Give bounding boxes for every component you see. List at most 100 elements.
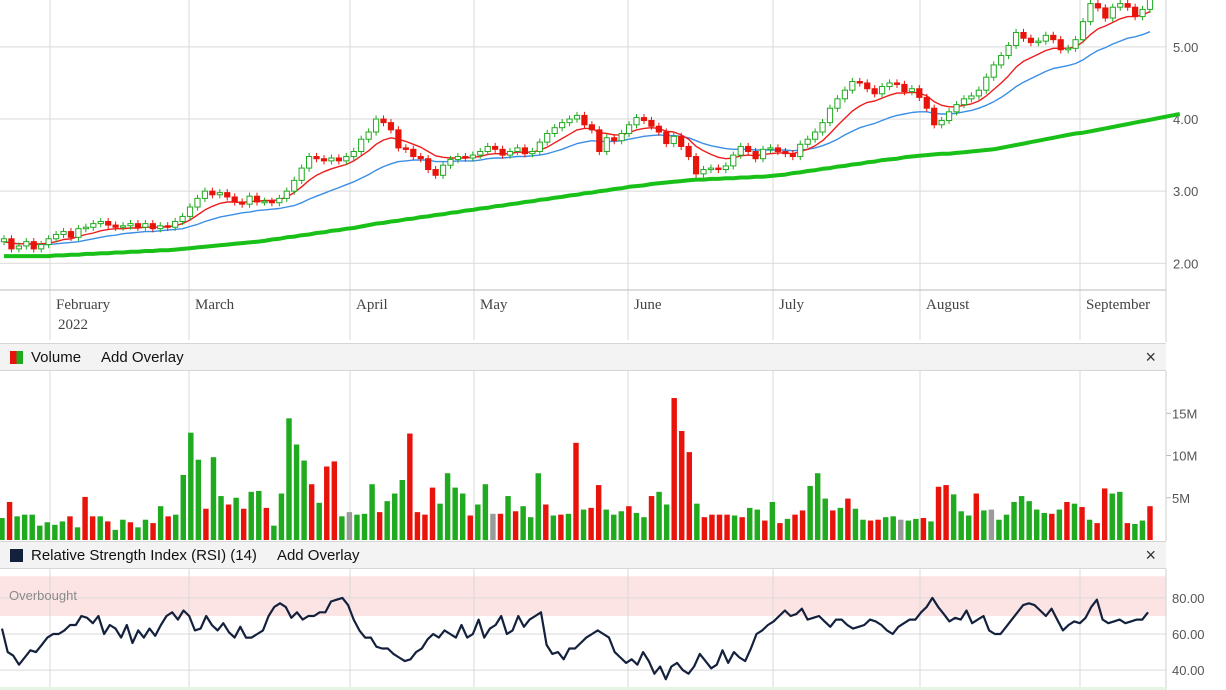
volume-bar — [505, 496, 511, 540]
candle — [573, 111, 581, 123]
volume-bar — [799, 510, 806, 540]
candle — [209, 187, 216, 199]
volume-bar — [550, 515, 557, 540]
volume-bar — [14, 516, 20, 540]
candle-body — [97, 220, 104, 225]
candle-body — [551, 127, 558, 134]
volume-bar — [429, 487, 436, 540]
candle-body — [566, 118, 573, 124]
volume-bar — [361, 513, 368, 540]
candle — [186, 203, 194, 221]
volume-bar — [837, 507, 844, 540]
rsi-close-icon[interactable]: × — [1145, 545, 1156, 565]
volume-bar — [399, 480, 406, 540]
volume-color-icon — [10, 350, 23, 364]
volume-bar — [739, 517, 745, 540]
candle — [224, 189, 231, 201]
candle-body — [901, 83, 908, 93]
candle-body — [1079, 21, 1087, 41]
candle — [692, 152, 700, 178]
volume-bar — [172, 514, 179, 540]
rsi-chart[interactable]: 80.00 60.00 40.00 — [0, 569, 1226, 690]
volume-bar — [981, 510, 987, 540]
candle-body — [573, 114, 581, 120]
volume-bar — [195, 459, 202, 540]
candle — [172, 217, 179, 231]
candle-body — [1087, 3, 1094, 23]
candle-body — [45, 238, 52, 246]
candle — [596, 126, 603, 156]
volume-bar — [852, 508, 859, 540]
month-label-march: March — [195, 297, 235, 313]
month-label-june: June — [634, 297, 662, 313]
candle-body — [633, 117, 640, 126]
candle-body — [1035, 40, 1042, 44]
candle — [149, 220, 156, 233]
candle-body — [737, 145, 744, 156]
volume-bar — [1018, 496, 1025, 540]
volume-bar — [1094, 523, 1100, 540]
candle — [425, 155, 432, 174]
volume-bar — [142, 519, 149, 540]
candle — [105, 217, 112, 229]
candle-body — [142, 223, 149, 228]
candle-body — [655, 125, 662, 133]
candle-body — [149, 223, 156, 230]
volume-bar — [611, 514, 617, 540]
volume-chart[interactable]: 15M 10M 5M — [0, 371, 1226, 541]
candle-body — [849, 81, 856, 91]
candle-body — [395, 129, 402, 149]
candle-body — [75, 228, 82, 238]
candle-body — [692, 156, 700, 175]
volume-bar — [618, 511, 625, 540]
volume-bar — [1109, 493, 1115, 540]
volume-bar — [44, 522, 51, 540]
candle-body — [90, 223, 97, 228]
candle-body — [1072, 39, 1079, 49]
candle — [179, 212, 186, 226]
candle-body — [1005, 44, 1012, 57]
rsi-add-overlay-button[interactable]: Add Overlay — [276, 546, 360, 564]
volume-bar — [648, 496, 655, 540]
candle-body — [923, 96, 930, 109]
candle — [908, 85, 915, 96]
candle — [477, 147, 484, 159]
candle — [998, 51, 1005, 69]
candle-body — [350, 150, 357, 158]
month-label-april: April — [356, 297, 388, 313]
candle — [551, 124, 558, 138]
candle — [1057, 36, 1064, 54]
volume-bar — [286, 418, 292, 540]
candle-body — [410, 148, 417, 158]
volume-bar — [1033, 509, 1040, 540]
candle-body — [596, 129, 603, 152]
volume-bar — [0, 518, 5, 540]
candle-body — [529, 150, 536, 155]
candle-body — [365, 131, 372, 140]
candle — [529, 147, 536, 158]
candle-body — [157, 225, 164, 230]
candle-body — [425, 158, 432, 171]
candle-body — [432, 169, 439, 176]
volume-close-icon[interactable]: × — [1145, 347, 1156, 367]
candle-body — [30, 241, 37, 250]
candle — [566, 115, 573, 127]
candle — [1072, 36, 1079, 52]
volume-add-overlay-button[interactable]: Add Overlay — [101, 348, 184, 366]
volume-bar — [588, 507, 594, 540]
candle-body — [931, 107, 938, 126]
volume-bar — [920, 518, 927, 540]
candle — [402, 144, 409, 153]
candle — [283, 187, 290, 202]
candle-body — [544, 132, 551, 143]
candle-body — [1027, 37, 1035, 44]
rsi-panel-title: Relative Strength Index (RSI) (14) — [31, 546, 257, 564]
volume-bar — [324, 466, 330, 540]
candle — [462, 152, 469, 162]
candle — [276, 194, 283, 207]
candle-body — [127, 223, 134, 227]
candle — [685, 142, 692, 161]
candle-body — [15, 245, 22, 250]
candle — [841, 86, 849, 103]
